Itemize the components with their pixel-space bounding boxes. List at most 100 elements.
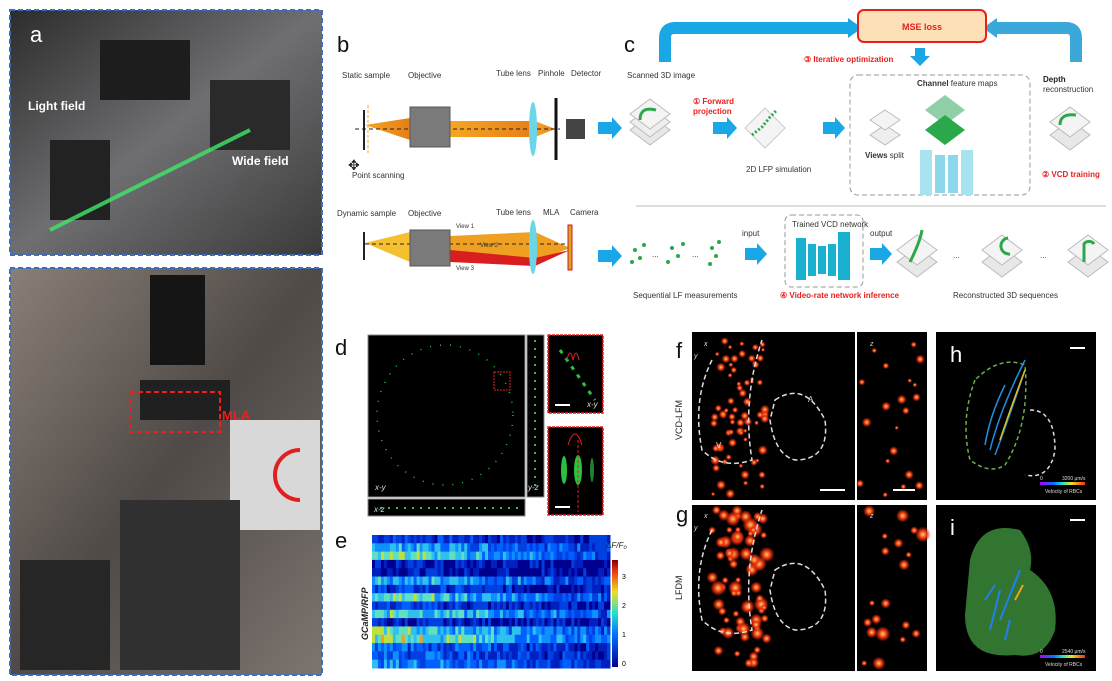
heatmap-cell <box>556 643 560 652</box>
heatmap-cell <box>482 568 486 578</box>
heatmap-cell <box>479 609 483 619</box>
heatmap-cell <box>464 543 468 553</box>
heatmap-cell <box>389 618 394 627</box>
heatmap-cell <box>374 643 379 652</box>
heatmap-cell <box>493 543 498 553</box>
heatmap-cell <box>556 618 560 627</box>
heatmap-cell <box>470 626 474 636</box>
heatmap-cell <box>532 551 537 561</box>
panel-b: b Static sample Objective Tube lens Pinh… <box>337 32 602 274</box>
heatmap-cell <box>571 584 575 594</box>
heatmap-cell <box>523 659 528 669</box>
heatmap-cell <box>508 543 513 553</box>
heatmap-cell <box>550 601 554 611</box>
heatmap-cell <box>574 634 578 644</box>
signal-spot <box>863 617 873 627</box>
heatmap-cell <box>416 609 421 619</box>
heatmap-cell <box>541 659 546 669</box>
heatmap-cell <box>479 634 483 644</box>
heatmap-cell <box>565 618 569 627</box>
heatmap-cell <box>550 551 554 561</box>
heatmap-cell <box>372 651 376 661</box>
heatmap-cell <box>461 559 465 569</box>
heatmap-cell <box>574 593 578 602</box>
mla-label-b: MLA <box>543 208 560 217</box>
heatmap-cell <box>482 643 486 652</box>
panel-a-photo-light-field: a Light field Wide field <box>9 9 323 256</box>
heatmap-cell <box>488 643 492 652</box>
heatmap-cell <box>404 593 409 602</box>
heatmap-cell <box>580 576 584 586</box>
heatmap-cell <box>446 584 450 594</box>
heatmap-cell <box>577 651 581 661</box>
heatmap-cell <box>452 618 456 627</box>
heatmap-cell <box>380 634 385 644</box>
view-2-label: View 2 <box>480 243 499 249</box>
heatmap-cell <box>508 659 513 669</box>
heatmap-cell <box>505 651 510 661</box>
heatmap-cell <box>529 601 534 611</box>
signal-spot <box>724 548 735 559</box>
heatmap-cell <box>604 626 608 636</box>
heatmap-cell <box>410 593 415 602</box>
heatmap-cell <box>577 559 581 569</box>
heatmap-cell <box>568 576 572 586</box>
heatmap-cell <box>473 609 477 619</box>
heatmap-cell <box>580 568 584 578</box>
heatmap-cell <box>443 643 447 652</box>
signal-spot <box>725 511 741 527</box>
panel-f-label: f <box>676 338 683 363</box>
heatmap-cell <box>440 659 444 669</box>
heatmap-cell <box>553 634 557 644</box>
heatmap-cell <box>520 584 525 594</box>
heatmap-cell <box>419 576 424 586</box>
heatmap-cell <box>449 576 453 586</box>
heatmap-cell <box>434 618 438 627</box>
panel-h: h 0 3200 μm/s Velocity of RBCs <box>936 332 1096 500</box>
heatmap-cell <box>419 568 424 578</box>
heatmap-cell <box>526 576 531 586</box>
heatmap-cell <box>479 535 483 544</box>
heatmap-cell <box>505 584 510 594</box>
heatmap-cell <box>547 535 551 544</box>
heatmap-cell <box>374 609 379 619</box>
signal-spot <box>732 610 740 618</box>
heatmap-cell <box>485 601 489 611</box>
heatmap-cell <box>601 651 605 661</box>
heatmap-cell <box>514 593 519 602</box>
i-cbar-max: 2540 μm/s <box>1062 649 1086 655</box>
heatmap-cell <box>580 584 584 594</box>
heatmap-cell <box>526 626 531 636</box>
heatmap-cell <box>446 651 450 661</box>
heatmap-cell <box>470 643 474 652</box>
heatmap-cell <box>547 551 551 561</box>
heatmap-cell <box>392 618 397 627</box>
lfp-simulation-label: 2D LFP simulation <box>746 165 811 174</box>
heatmap-cell <box>583 559 587 569</box>
heatmap-cell <box>473 559 477 569</box>
heatmap-cell <box>538 626 543 636</box>
heatmap-cell <box>452 626 456 636</box>
heatmap-cell <box>413 568 418 578</box>
heatmap-cell <box>535 551 540 561</box>
heatmap-cell <box>559 618 563 627</box>
signal-spot <box>905 551 912 558</box>
heatmap-cell <box>505 543 510 553</box>
heatmap-cell <box>595 626 599 636</box>
heatmap-cell <box>586 601 590 611</box>
heatmap-cell <box>470 535 474 544</box>
heatmap-cell <box>458 634 462 644</box>
heatmap-cell <box>464 535 468 544</box>
heatmap-cell <box>372 535 376 544</box>
heatmap-cell <box>589 559 593 569</box>
heatmap-cell <box>523 643 528 652</box>
heatmap-cell <box>482 543 486 553</box>
heatmap-cell <box>464 601 468 611</box>
heatmap-cell <box>434 593 438 602</box>
heatmap-cell <box>449 651 453 661</box>
heatmap-cell <box>586 643 590 652</box>
heatmap-cell <box>493 559 498 569</box>
heatmap-cell <box>604 618 608 627</box>
heatmap-cell <box>410 618 415 627</box>
heatmap-cell <box>461 618 465 627</box>
